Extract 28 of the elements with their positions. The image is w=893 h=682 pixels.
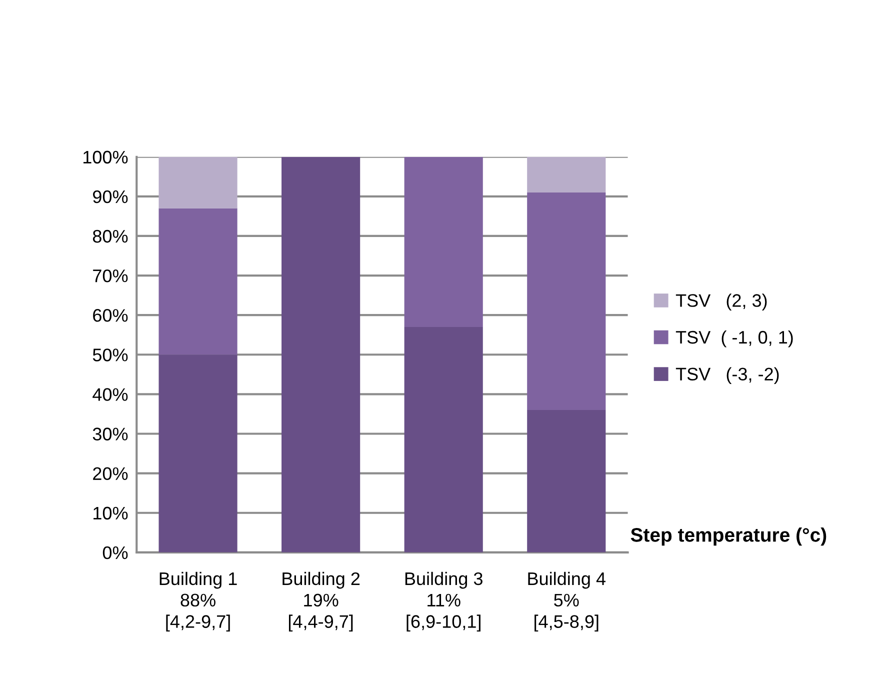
bar: [158, 354, 238, 552]
legend-label: TSV (2, 3): [676, 294, 767, 310]
y-tick-label: 20%: [93, 467, 128, 480]
y-tick-label: 70%: [93, 269, 128, 282]
bar: [527, 156, 606, 192]
bar: [527, 410, 606, 552]
y-tick-label: 60%: [93, 309, 128, 322]
y-tick-label: 80%: [92, 230, 128, 243]
y-tick-label: 10%: [94, 506, 128, 520]
bar: [158, 156, 238, 208]
legend-label: TSV ( -1, 0, 1): [676, 330, 793, 348]
y-tick-label: 40%: [92, 388, 128, 401]
bar: [282, 156, 360, 552]
y-tick-label: 30%: [92, 428, 128, 440]
y-tick-label: 90%: [93, 190, 128, 204]
y-tick-label: 50%: [92, 348, 128, 362]
x-tick-label: Building 1 88% [4,2-9,7]: [160, 572, 237, 632]
y-tick-label: 0%: [102, 546, 128, 560]
bar: [404, 326, 483, 552]
x-tick-label: Building 4 5% [4,5-8,9]: [528, 572, 606, 632]
x-tick-label: Building 3 11% [6,9-10,1]: [405, 572, 482, 632]
bar: [527, 192, 606, 410]
bar: [404, 156, 483, 327]
y-tick-label: 100%: [83, 150, 128, 164]
bar: [158, 208, 238, 355]
x-axis-title: Step temperature (°c): [630, 528, 826, 546]
legend-label: TSV (-3, -2): [676, 367, 779, 384]
x-tick-label: Building 2 19% [4,4-9,7]: [282, 572, 360, 632]
